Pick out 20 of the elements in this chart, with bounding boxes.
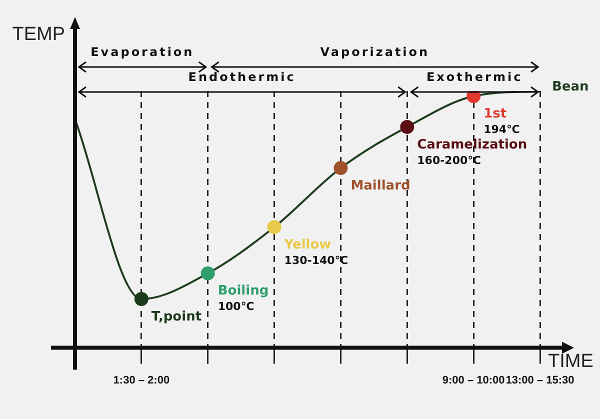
text: Vaporization bbox=[320, 45, 430, 59]
point bbox=[334, 161, 348, 176]
text: Evaporation bbox=[90, 45, 194, 59]
annotation: Maillard bbox=[350, 178, 410, 194]
annotation: T,point bbox=[151, 309, 202, 324]
point bbox=[200, 266, 215, 280]
point bbox=[267, 220, 282, 234]
point bbox=[134, 292, 148, 306]
annotation: Bean bbox=[552, 79, 589, 94]
annotation: Boiling 100℃ bbox=[218, 284, 269, 314]
annotation: 1st 194℃ bbox=[484, 106, 520, 136]
x-tick-label: 1:30 – 2:00 bbox=[113, 374, 170, 386]
y-axis-title: TEMP bbox=[12, 24, 65, 46]
annotation: Yellow 130-140℃ bbox=[283, 237, 348, 267]
text: Endothermic bbox=[188, 70, 296, 84]
text: Exothermic bbox=[426, 70, 523, 84]
point bbox=[400, 120, 414, 134]
x-tick-label: 9:00 – 10:00 bbox=[442, 374, 505, 386]
x-axis-title: TIME bbox=[548, 351, 594, 372]
x-tick-label: 13:00 – 15:30 bbox=[506, 374, 574, 386]
